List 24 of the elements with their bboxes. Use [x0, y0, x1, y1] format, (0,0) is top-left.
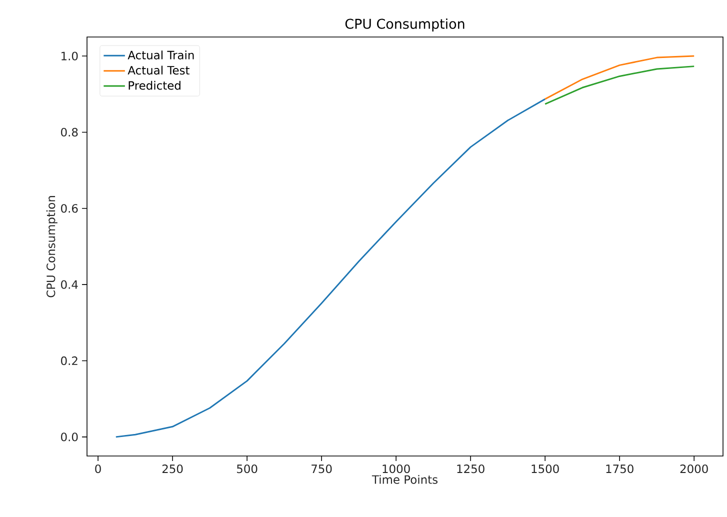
- y-tick-label: 0.6: [61, 204, 78, 213]
- x-tick-label: 1500: [532, 464, 559, 474]
- y-tick-label: 0.4: [61, 280, 78, 289]
- legend-label: Actual Test: [128, 66, 190, 75]
- x-tick-label: 750: [312, 464, 332, 474]
- y-axis-title: CPU Consumption: [46, 196, 58, 298]
- legend-label: Predicted: [128, 80, 180, 90]
- y-tick-label: 1.0: [62, 52, 78, 60]
- y-tick-label: 0.8: [61, 128, 78, 137]
- x-axis-title: Time Points: [372, 475, 438, 484]
- x-tick-label: 1750: [606, 464, 634, 474]
- line-series: [115, 98, 546, 438]
- x-tick-label: 1250: [457, 464, 484, 474]
- x-tick-label: 2000: [680, 464, 708, 474]
- x-tick-label: 250: [162, 464, 183, 474]
- line-series: [544, 66, 695, 105]
- x-tick-label: 1000: [382, 464, 410, 474]
- x-tick-label: 500: [237, 464, 258, 474]
- line-series: [544, 55, 695, 100]
- y-tick-label: 0.2: [61, 356, 78, 366]
- chart-title: CPU Consumption: [345, 18, 464, 32]
- x-tick-label: 0: [95, 464, 101, 474]
- y-tick-label: 0.0: [61, 432, 78, 442]
- legend-label: Actual Train: [128, 50, 194, 60]
